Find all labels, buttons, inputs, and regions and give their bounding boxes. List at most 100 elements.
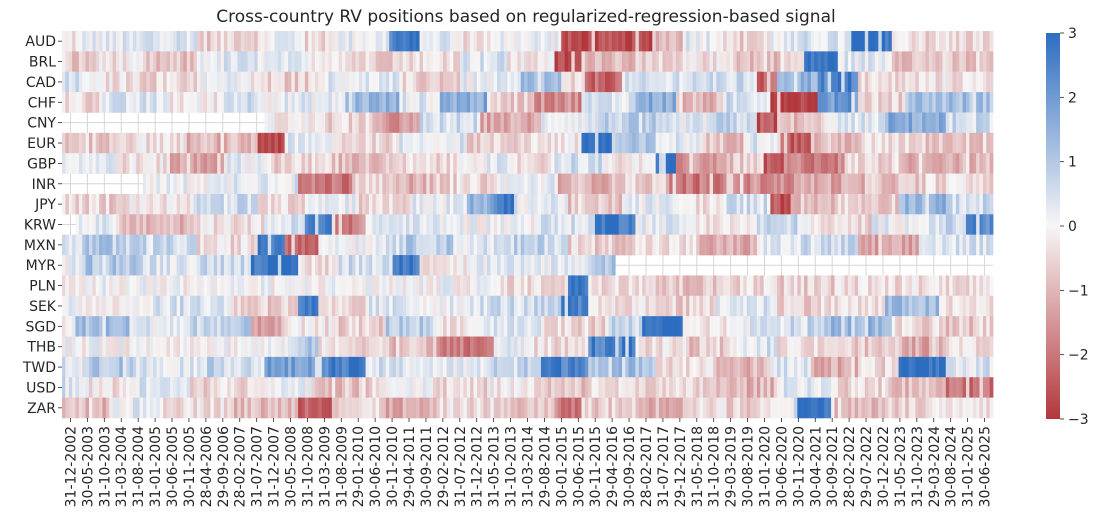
heatmap-cell	[466, 153, 471, 174]
heatmap-cell	[132, 377, 137, 398]
heatmap-cell	[382, 255, 387, 276]
heatmap-cell	[868, 295, 872, 317]
heatmap-cell	[591, 316, 596, 337]
heatmap-cell	[800, 377, 805, 398]
heatmap-cell	[750, 275, 754, 297]
heatmap-cell	[591, 336, 596, 358]
heatmap-cell	[284, 173, 289, 195]
heatmap-cell	[234, 173, 238, 195]
heatmap-cell	[261, 214, 265, 235]
heatmap-cell	[912, 92, 916, 113]
heatmap-cell	[861, 234, 866, 256]
heatmap-cell	[456, 336, 461, 358]
heatmap-cell	[217, 132, 221, 154]
heatmap-cell	[412, 71, 417, 93]
heatmap-cell	[183, 336, 188, 358]
heatmap-cell	[976, 31, 980, 52]
heatmap-cell	[240, 31, 245, 52]
heatmap-cell	[348, 92, 353, 113]
heatmap-cell	[871, 173, 876, 195]
heatmap-cell	[244, 132, 248, 154]
heatmap-cell	[628, 92, 633, 113]
heatmap-cell	[250, 92, 255, 113]
heatmap-cell	[288, 275, 292, 297]
heatmap-cell	[783, 234, 788, 256]
heatmap-cell	[217, 31, 221, 52]
heatmap-cell	[942, 92, 947, 113]
heatmap-cell	[200, 173, 205, 195]
heatmap-cell	[433, 173, 437, 195]
heatmap-cell	[358, 295, 363, 317]
heatmap-cell	[723, 214, 727, 235]
heatmap-cell	[584, 295, 589, 317]
heatmap-cell	[790, 173, 795, 195]
heatmap-cell	[142, 316, 147, 337]
heatmap-cell	[675, 275, 680, 297]
heatmap-cell	[412, 275, 417, 297]
heatmap-cell	[723, 377, 727, 398]
heatmap-cell	[156, 397, 161, 419]
heatmap-cell	[719, 234, 724, 256]
heatmap-cell	[112, 295, 117, 317]
heatmap-cell	[773, 51, 778, 73]
heatmap-cell	[554, 214, 559, 235]
heatmap-cell	[311, 92, 316, 113]
heatmap-cell	[507, 92, 512, 113]
heatmap-cell	[797, 51, 802, 73]
heatmap-cell	[264, 153, 269, 174]
heatmap-cell	[881, 336, 886, 358]
heatmap-cell	[723, 173, 727, 195]
heatmap-cell	[925, 193, 930, 215]
heatmap-cell	[183, 51, 188, 73]
heatmap-cell	[257, 214, 262, 235]
heatmap-cell	[338, 356, 343, 378]
heatmap-cell	[115, 275, 120, 297]
heatmap-cell	[153, 132, 157, 154]
heatmap-cell	[824, 132, 829, 154]
heatmap-cell	[706, 234, 711, 256]
heatmap-cell	[352, 132, 356, 154]
heatmap-cell	[564, 173, 569, 195]
heatmap-cell	[402, 112, 407, 134]
heatmap-cell	[244, 31, 248, 52]
heatmap-cell	[686, 132, 690, 154]
heatmap-cell	[807, 275, 812, 297]
heatmap-cell	[878, 356, 883, 378]
heatmap-cell	[756, 112, 761, 134]
heatmap-cell	[480, 71, 485, 93]
heatmap-cell	[372, 173, 377, 195]
heatmap-cell	[473, 153, 478, 174]
heatmap-cell	[416, 92, 420, 113]
heatmap-cell	[628, 336, 633, 358]
heatmap-cell	[767, 214, 771, 235]
heatmap-cell	[294, 153, 299, 174]
heatmap-cell	[362, 255, 366, 276]
heatmap-cell	[729, 31, 734, 52]
heatmap-cell	[419, 173, 424, 195]
heatmap-cell	[942, 295, 947, 317]
heatmap-cell	[878, 31, 883, 52]
heatmap-cell	[780, 112, 785, 134]
heatmap-cell	[227, 153, 232, 174]
heatmap-cell	[945, 31, 950, 52]
heatmap-cell	[706, 295, 711, 317]
heatmap-cell	[355, 255, 360, 276]
heatmap-cell	[463, 316, 468, 337]
heatmap-cell	[460, 356, 464, 378]
heatmap-cell	[186, 377, 191, 398]
heatmap-cell	[345, 51, 350, 73]
heatmap-cell	[733, 92, 738, 113]
heatmap-cell	[281, 51, 286, 73]
heatmap-cell	[659, 92, 663, 113]
heatmap-cell	[726, 275, 731, 297]
heatmap-cell	[173, 193, 178, 215]
heatmap-cell	[547, 153, 552, 174]
heatmap-cell	[547, 255, 552, 276]
heatmap-cell	[584, 356, 589, 378]
heatmap-cell	[621, 173, 626, 195]
heatmap-cell	[483, 316, 488, 337]
heatmap-cell	[358, 193, 363, 215]
heatmap-cell	[618, 173, 623, 195]
heatmap-cell	[982, 356, 987, 378]
heatmap-cell	[169, 31, 174, 52]
